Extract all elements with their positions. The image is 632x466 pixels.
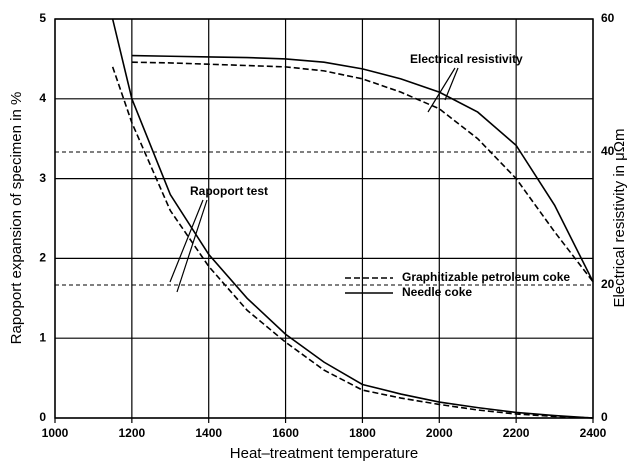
y-axis-label: Rapoport expansion of specimen in % [8, 92, 25, 345]
y-tick-label: 3 [39, 171, 46, 185]
x-tick-label: 1600 [272, 426, 299, 440]
series-line [131, 61, 594, 283]
x-tick-label: 1000 [42, 426, 69, 440]
series-line [131, 54, 594, 283]
y2-tick-label: 40 [601, 144, 615, 158]
y-tick-label: 0 [39, 410, 46, 424]
y2-tick-label: 0 [601, 410, 608, 424]
y-tick-label: 2 [39, 251, 46, 265]
annotation: Rapoport test [190, 184, 268, 198]
x-axis-label: Heat–treatment temperature [230, 445, 418, 462]
y2-axis-label: Electrical resistivity in μΩm [611, 128, 628, 307]
leader-line [444, 67, 459, 101]
x-tick-label: 2200 [503, 426, 530, 440]
annotation: Electrical resistivity [410, 52, 523, 66]
y-tick-label: 5 [39, 11, 46, 25]
series-line [111, 18, 594, 419]
leader-line [427, 67, 456, 113]
leader-line [169, 199, 204, 283]
y-tick-label: 1 [39, 330, 46, 344]
y2-tick-label: 60 [601, 11, 615, 25]
legend-label: Graphitizable petroleum coke [402, 270, 570, 284]
y2-tick-label: 20 [601, 277, 615, 291]
x-tick-label: 1400 [195, 426, 222, 440]
series-line [111, 66, 594, 419]
legend-label: Needle coke [402, 285, 472, 299]
x-tick-label: 2000 [426, 426, 453, 440]
x-tick-label: 2400 [580, 426, 607, 440]
x-tick-label: 1200 [119, 426, 146, 440]
y-tick-label: 4 [39, 91, 46, 105]
leader-line [176, 199, 208, 293]
x-tick-label: 1800 [349, 426, 376, 440]
plot-frame [54, 18, 594, 419]
